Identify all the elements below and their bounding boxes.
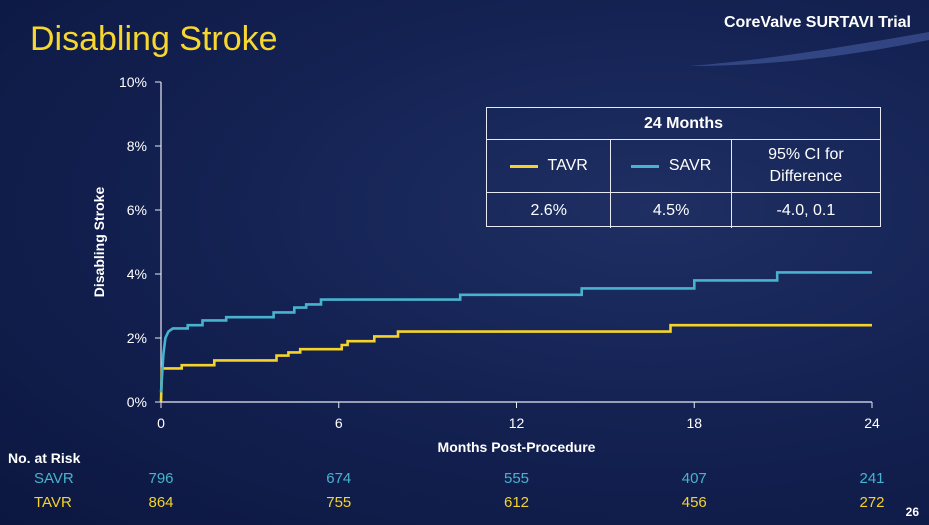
legend-savr-label: SAVR <box>668 157 712 174</box>
ci-header: 95% CI for Difference <box>732 140 880 192</box>
summary-table-title: 24 Months <box>487 108 880 140</box>
at-risk-count: 674 <box>326 470 352 487</box>
legend-tavr: TAVR <box>487 140 612 192</box>
slide-title: Disabling Stroke <box>30 20 278 58</box>
ci-value: -4.0, 0.1 <box>776 201 836 219</box>
at-risk-title: No. at Risk <box>8 450 81 466</box>
summary-table-value-row: 2.6% 4.5% -4.0, 0.1 <box>487 193 880 228</box>
x-tick-label: 6 <box>335 415 343 431</box>
legend-tavr-label: TAVR <box>547 157 588 174</box>
at-risk-count: 796 <box>148 470 174 487</box>
x-tick-label: 12 <box>509 415 525 431</box>
at-risk-count: 241 <box>859 470 885 487</box>
slide-number: 26 <box>905 505 919 519</box>
at-risk-count: 407 <box>681 470 707 487</box>
savr-swatch <box>630 164 659 168</box>
at-risk-label-tavr: TAVR <box>34 494 72 511</box>
tavr-swatch <box>509 164 538 168</box>
y-axis-label: Disabling Stroke <box>91 187 107 298</box>
ci-header-label: 95% CI for Difference <box>768 146 844 185</box>
at-risk-count: 272 <box>859 494 885 511</box>
summary-table: 24 Months TAVR SAVR 95% CI for Differenc… <box>486 107 881 228</box>
trial-label: CoreValve SURTAVI Trial <box>723 14 911 31</box>
at-risk-label-savr: SAVR <box>34 470 74 487</box>
y-tick-label: 2% <box>127 330 147 346</box>
y-tick-label: 4% <box>127 266 147 282</box>
x-axis-label: Months Post-Procedure <box>438 439 596 455</box>
at-risk-count: 555 <box>503 470 530 487</box>
y-tick-label: 0% <box>127 394 147 410</box>
tavr-value: 2.6% <box>487 193 612 228</box>
y-tick-label: 10% <box>119 74 147 90</box>
series-line-tavr <box>159 323 872 403</box>
y-tick-label: 8% <box>127 138 147 154</box>
x-tick-label: 18 <box>686 415 702 431</box>
savr-value: 4.5% <box>611 193 732 228</box>
x-tick-label: 24 <box>864 415 880 431</box>
y-tick-label: 6% <box>127 202 147 218</box>
summary-table-header-row: TAVR SAVR 95% CI for Difference <box>487 140 880 193</box>
series-line-savr <box>159 271 872 393</box>
legend-savr: SAVR <box>611 140 732 192</box>
x-tick-label: 0 <box>157 415 165 431</box>
at-risk-count: 456 <box>681 494 707 511</box>
at-risk-count: 755 <box>326 494 352 511</box>
at-risk-count: 612 <box>503 494 530 511</box>
at-risk-count: 864 <box>148 494 174 511</box>
chart-ticks: 0% 2% 4% 6% 8% 10% 0 6 12 18 24 Months Post-Procedu… <box>91 74 880 455</box>
chart-series <box>159 271 872 403</box>
